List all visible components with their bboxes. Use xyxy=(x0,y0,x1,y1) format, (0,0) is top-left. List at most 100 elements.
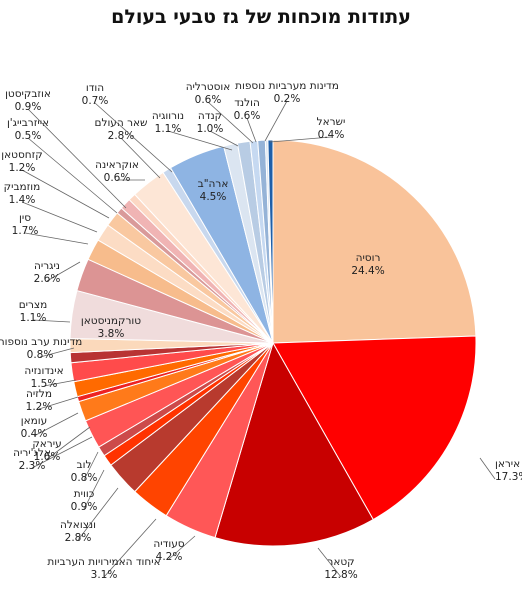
slice-name: נורווגיה xyxy=(152,110,184,122)
slice-name: ארה"ב xyxy=(198,178,229,190)
slice-label: מצרים 1.1% xyxy=(19,299,48,324)
leader-line xyxy=(246,117,257,143)
pie-slice xyxy=(267,139,274,344)
slice-label: נורווגיה 1.1% xyxy=(152,110,184,135)
slice-name: טורקמניסטאן xyxy=(81,315,141,327)
slice-label: מדינות ערב נוספות 0.8% xyxy=(0,336,82,361)
slice-percent: 12.8% xyxy=(324,569,357,581)
slice-label: מדינות מערביות נוספות 0.2% xyxy=(235,80,339,105)
leader-line xyxy=(264,100,288,142)
slice-name: אינדונזיה xyxy=(24,365,63,377)
slice-percent: 2.8% xyxy=(65,532,92,544)
leader-line xyxy=(46,261,81,282)
leader-line xyxy=(269,136,332,143)
slice-percent: 0.6% xyxy=(195,94,222,106)
leader-line xyxy=(209,130,239,147)
slice-label: רוסיה 24.4% xyxy=(351,252,384,277)
slice-percent: 4.2% xyxy=(156,551,183,563)
slice-percent: 1.0% xyxy=(197,123,224,135)
leader-line xyxy=(24,232,89,245)
slice-name: סעודיה xyxy=(153,538,184,550)
leader-line xyxy=(32,319,71,323)
slice-name: עומאן xyxy=(21,415,47,427)
slice-percent: 24.4% xyxy=(351,265,384,277)
slice-label: איחוד האמירויות הערביות 3.1% xyxy=(47,556,160,581)
slice-percent: 2.6% xyxy=(34,273,61,285)
slice-percent: 1.6% xyxy=(34,451,61,463)
leader-line xyxy=(38,396,79,410)
slice-label: אוסטרליה 0.6% xyxy=(186,81,231,106)
slice-name: קזחסטאן xyxy=(1,149,42,161)
slice-percent: 0.9% xyxy=(71,501,98,513)
slice-label: עיראק 1.6% xyxy=(32,438,61,463)
slice-percent: 0.8% xyxy=(27,349,54,361)
pie-slice xyxy=(272,139,477,344)
slice-percent: 3.1% xyxy=(91,569,118,581)
slice-percent: 1.2% xyxy=(9,162,36,174)
slice-percent: 1.1% xyxy=(20,312,47,324)
slice-name: אלג'יריה xyxy=(13,447,51,459)
leader-line xyxy=(27,137,118,214)
slice-percent: 1.2% xyxy=(26,401,53,413)
slice-name: אייזרבייג'ן xyxy=(7,117,49,129)
slice-name: קטאר xyxy=(327,556,354,568)
slice-label: קטאר 12.8% xyxy=(324,556,357,581)
slice-name: ונצואלה xyxy=(60,519,96,531)
slice-label: ניגריה 2.6% xyxy=(34,260,61,285)
slice-label: כווית 0.9% xyxy=(71,488,98,513)
leader-line xyxy=(83,469,105,510)
slice-name: מוזמביק xyxy=(4,181,41,193)
slice-name: לוב xyxy=(77,459,92,471)
slice-percent: 0.5% xyxy=(15,130,42,142)
leader-line xyxy=(31,436,93,469)
slice-label: סעודיה 4.2% xyxy=(153,538,184,563)
leader-line xyxy=(46,426,91,460)
slice-percent: 1.5% xyxy=(31,378,58,390)
slice-percent: 0.4% xyxy=(21,428,48,440)
slice-name: שאר העולם xyxy=(95,117,148,129)
slice-name: רוסיה xyxy=(356,252,381,264)
slice-percent: 1.4% xyxy=(9,194,36,206)
slice-name: כווית xyxy=(74,488,95,500)
slice-label: סין 1.7% xyxy=(12,212,39,237)
leader-line xyxy=(83,451,99,481)
slice-name: סין xyxy=(19,212,31,224)
slice-percent: 2.8% xyxy=(108,130,135,142)
pie-slice xyxy=(214,341,374,547)
slice-label: ישראל 0.4% xyxy=(317,116,346,141)
slice-name: קנדה xyxy=(198,110,222,122)
leader-line xyxy=(94,102,173,173)
slice-name: אוקראינה xyxy=(95,159,139,171)
slice-percent: 0.2% xyxy=(274,93,301,105)
slice-percent: 1.1% xyxy=(155,123,182,135)
slice-name: אוזבקיסטן xyxy=(5,88,51,100)
slice-name: אוסטרליה xyxy=(186,81,231,93)
slice-label: שאר העולם 2.8% xyxy=(95,117,148,142)
slice-label: לוב 0.8% xyxy=(71,459,98,484)
slice-label: מוזמביק 1.4% xyxy=(4,181,41,206)
leader-line xyxy=(207,101,254,144)
leader-line xyxy=(120,137,161,179)
slice-label: הודו 0.7% xyxy=(82,82,109,107)
slice-percent: 3.8% xyxy=(98,328,125,340)
slice-name: מדינות מערביות נוספות xyxy=(235,80,339,92)
leader-line xyxy=(43,379,77,387)
slice-name: מדינות ערב נוספות xyxy=(0,336,82,348)
slice-label: קנדה 1.0% xyxy=(197,110,224,135)
slice-percent: 1.7% xyxy=(12,225,39,237)
slice-label: אלג'יריה 2.3% xyxy=(13,447,51,472)
slice-label: אינדונזיה 1.5% xyxy=(24,365,63,390)
pie-slice xyxy=(272,335,477,521)
slice-percent: 2.3% xyxy=(19,460,46,472)
slice-name: מלזיה xyxy=(26,388,52,400)
slice-name: מצרים xyxy=(19,299,48,311)
leader-line xyxy=(167,130,233,151)
slice-percent: 17.3% xyxy=(495,471,522,483)
leader-line xyxy=(39,347,75,358)
leader-line xyxy=(21,201,98,233)
slice-label: טורקמניסטאן 3.8% xyxy=(81,315,141,340)
leader-line xyxy=(33,412,79,437)
leader-line xyxy=(479,457,496,480)
leader-line xyxy=(27,108,127,209)
